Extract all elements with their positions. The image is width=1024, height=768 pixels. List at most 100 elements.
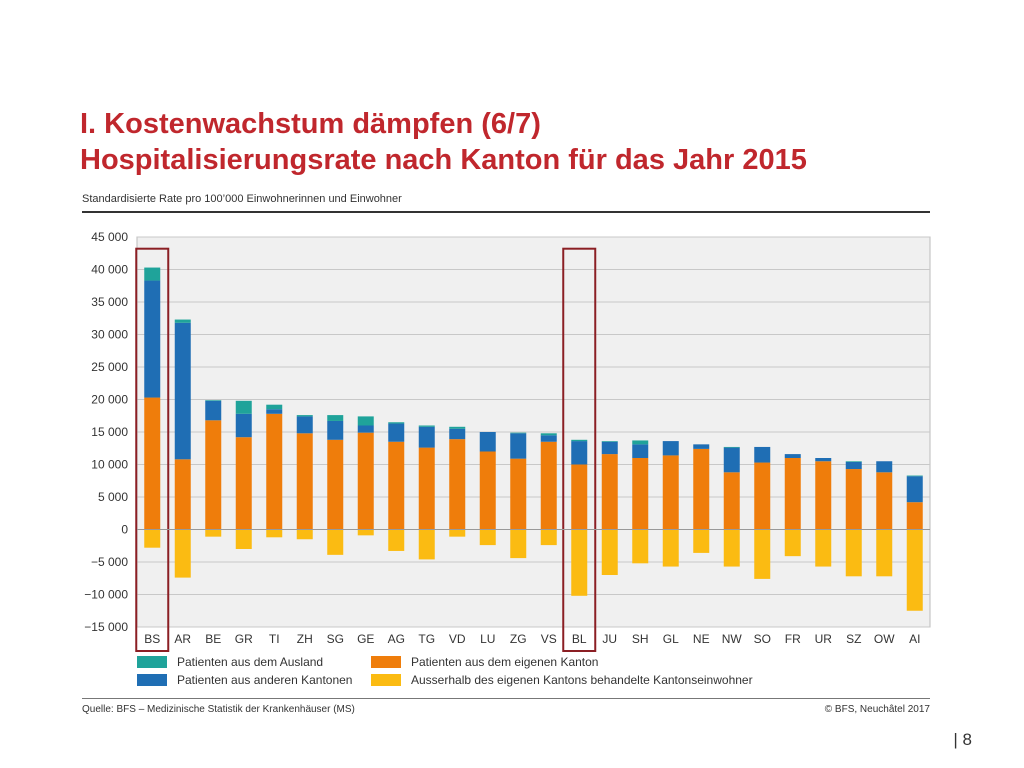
bar-andere — [235, 413, 252, 438]
x-tick-label: AR — [174, 632, 191, 646]
y-tick-label: −5 000 — [91, 555, 128, 569]
page-number: | 8 — [953, 730, 972, 749]
bar-eigen — [815, 461, 832, 530]
bar-ausserhalb — [784, 529, 801, 557]
bar-ausserhalb — [815, 529, 832, 567]
x-tick-label: GL — [663, 632, 679, 646]
bar-andere — [784, 454, 801, 458]
bar-ausland — [266, 404, 283, 410]
bar-ausserhalb — [174, 529, 191, 578]
bar-eigen — [784, 458, 801, 530]
bar-andere — [479, 432, 496, 452]
legend-swatch-ausland — [137, 656, 167, 668]
bar-eigen — [144, 397, 161, 530]
x-tick-label: ZG — [510, 632, 527, 646]
copyright-note: © BFS, Neuchâtel 2017 — [824, 704, 930, 715]
x-tick-label: GE — [357, 632, 374, 646]
bar-ausserhalb — [632, 529, 649, 564]
x-tick-label: TI — [269, 632, 280, 646]
page-title: I. Kostenwachstum dämpfen (6/7) Hospital… — [80, 106, 807, 178]
highlight-box — [562, 247, 597, 652]
bottom-divider — [82, 698, 930, 699]
bar-eigen — [266, 413, 283, 530]
bar-ausserhalb — [296, 529, 313, 540]
bar-andere — [418, 426, 435, 448]
stacked-bar-chart: 45 000 40 000 35 000 30 000 25 000 20 000 15 0… — [84, 230, 931, 652]
bar-ausland — [571, 439, 588, 442]
bar-ausland — [357, 416, 374, 426]
x-tick-label: JU — [602, 632, 617, 646]
legend-item-ausserhalb: Ausserhalb des eigenen Kantons behandelt… — [371, 673, 753, 687]
bar-eigen — [418, 447, 435, 530]
bar-ausland — [845, 461, 862, 462]
bar-andere — [327, 420, 344, 440]
bar-eigen — [601, 454, 618, 530]
bar-ausserhalb — [266, 529, 283, 538]
bar-ausserhalb — [144, 529, 161, 548]
y-tick-label: 10 000 — [91, 458, 128, 472]
bar-eigen — [723, 472, 740, 530]
bar-eigen — [662, 455, 679, 530]
y-tick-label: 35 000 — [91, 295, 128, 309]
title-line-2: Hospitalisierungsrate nach Kanton für da… — [80, 144, 807, 176]
bar-ausland — [906, 475, 923, 477]
bar-ausland — [388, 422, 405, 424]
bar-ausland — [235, 400, 252, 414]
legend-swatch-eigen — [371, 656, 401, 668]
bar-andere — [754, 446, 771, 463]
bar-andere — [357, 425, 374, 433]
bar-andere — [266, 409, 283, 414]
bar-eigen — [510, 458, 527, 530]
legend-label-ausserhalb: Ausserhalb des eigenen Kantons behandelt… — [411, 673, 753, 687]
bar-ausserhalb — [418, 529, 435, 560]
y-tick-label: 40 000 — [91, 263, 128, 277]
bar-andere — [693, 444, 710, 449]
bar-ausland — [449, 426, 466, 429]
x-tick-label: SG — [327, 632, 344, 646]
bar-eigen — [479, 451, 496, 530]
bar-ausserhalb — [449, 529, 466, 537]
bar-andere — [906, 476, 923, 503]
x-tick-label: BE — [205, 632, 221, 646]
y-tick-label: 45 000 — [91, 230, 128, 244]
bar-eigen — [571, 464, 588, 530]
bar-ausserhalb — [601, 529, 618, 575]
legend-item-ausland: Patienten aus dem Ausland — [137, 655, 323, 669]
bar-ausserhalb — [906, 529, 923, 611]
bar-eigen — [327, 439, 344, 530]
x-tick-label: ZH — [297, 632, 313, 646]
bar-eigen — [205, 420, 222, 530]
bar-ausland — [327, 415, 344, 421]
x-tick-label: SZ — [846, 632, 861, 646]
x-tick-label: LU — [480, 632, 495, 646]
bar-ausserhalb — [357, 529, 374, 536]
source-note: Quelle: BFS – Medizinische Statistik der… — [82, 704, 355, 715]
bar-andere — [571, 441, 588, 465]
bar-ausland — [723, 446, 740, 448]
bar-ausserhalb — [693, 529, 710, 553]
x-tick-label: AI — [909, 632, 920, 646]
legend-label-ausland: Patienten aus dem Ausland — [177, 655, 324, 669]
x-tick-label: FR — [785, 632, 801, 646]
legend-swatch-ausserhalb — [371, 674, 401, 686]
bar-ausserhalb — [388, 529, 405, 551]
x-tick-label: NW — [722, 632, 743, 646]
bar-ausserhalb — [723, 529, 740, 567]
bar-ausserhalb — [754, 529, 771, 579]
x-tick-label: OW — [874, 632, 895, 646]
legend-swatch-andere — [137, 674, 167, 686]
bar-eigen — [754, 462, 771, 530]
bar-ausland — [418, 425, 435, 427]
bar-andere — [205, 400, 222, 421]
x-tick-label: UR — [815, 632, 833, 646]
title-line-1: I. Kostenwachstum dämpfen (6/7) — [80, 108, 541, 140]
bar-ausserhalb — [327, 529, 344, 555]
bar-eigen — [632, 458, 649, 530]
bar-andere — [632, 444, 649, 458]
bar-ausserhalb — [479, 529, 496, 546]
bar-eigen — [876, 472, 893, 530]
bar-eigen — [296, 433, 313, 530]
bar-ausserhalb — [876, 529, 893, 577]
y-tick-label: 20 000 — [91, 393, 128, 407]
bar-eigen — [174, 459, 191, 530]
